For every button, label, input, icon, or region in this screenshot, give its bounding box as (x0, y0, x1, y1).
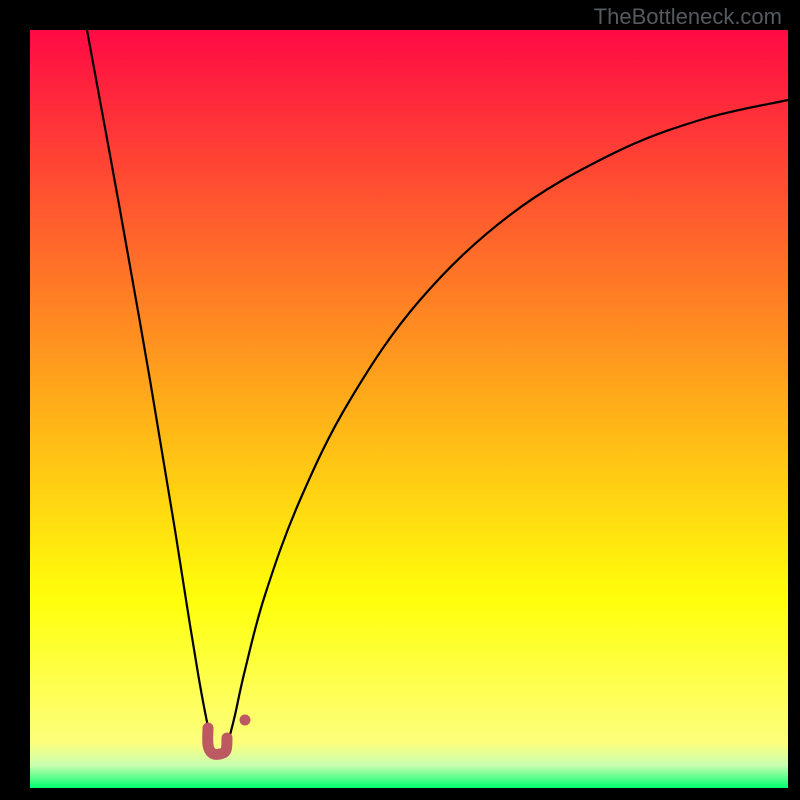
watermark-text: TheBottleneck.com (594, 4, 782, 30)
gradient-background (30, 30, 788, 788)
chart-root: { "watermark": { "text": "TheBottleneck.… (0, 0, 800, 800)
